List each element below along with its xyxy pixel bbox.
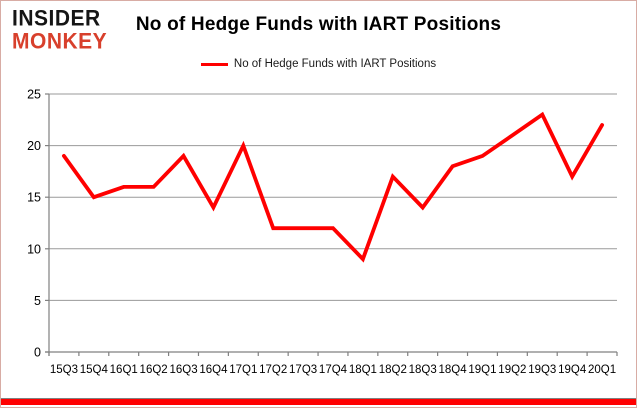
x-axis-label: 19Q1 <box>468 364 496 376</box>
x-axis-label: 19Q3 <box>528 364 556 376</box>
x-axis-label: 16Q1 <box>110 364 138 376</box>
x-axis-label: 17Q1 <box>229 364 257 376</box>
x-axis-label: 16Q4 <box>199 364 228 376</box>
x-axis-label: 19Q2 <box>498 364 526 376</box>
x-axis-label: 17Q4 <box>319 364 348 376</box>
logo-text-insider: INSIDER <box>12 6 101 31</box>
x-axis-label: 18Q1 <box>349 364 377 376</box>
x-axis-label: 18Q3 <box>409 364 437 376</box>
chart-title: No of Hedge Funds with IART Positions <box>135 14 502 35</box>
y-axis-label: 10 <box>27 242 41 256</box>
logo-text-monkey: MONKEY <box>12 29 108 54</box>
y-axis-label: 20 <box>27 139 41 153</box>
x-axis-label: 18Q2 <box>379 364 407 376</box>
y-axis-label: 15 <box>27 191 41 205</box>
x-axis-label: 19Q4 <box>558 364 587 376</box>
x-axis-label: 15Q4 <box>80 364 109 376</box>
bottom-accent-bar <box>1 398 636 405</box>
chart-legend: No of Hedge Funds with IART Positions <box>1 58 636 70</box>
x-axis-label: 20Q1 <box>588 364 616 376</box>
legend-label: No of Hedge Funds with IART Positions <box>233 58 437 70</box>
x-axis-label: 16Q3 <box>169 364 197 376</box>
legend-line-swatch <box>200 62 228 66</box>
y-axis-label: 0 <box>34 346 41 360</box>
x-axis-label: 17Q3 <box>289 364 317 376</box>
y-axis-label: 5 <box>34 294 41 308</box>
x-axis-label: 15Q3 <box>50 364 78 376</box>
x-axis-label: 18Q4 <box>439 364 468 376</box>
x-axis-label: 16Q2 <box>140 364 168 376</box>
series-line <box>62 111 604 263</box>
x-axis-label: 17Q2 <box>259 364 287 376</box>
insider-monkey-logo: INSIDER MONKEY <box>12 6 108 54</box>
y-axis-label: 25 <box>27 88 41 102</box>
